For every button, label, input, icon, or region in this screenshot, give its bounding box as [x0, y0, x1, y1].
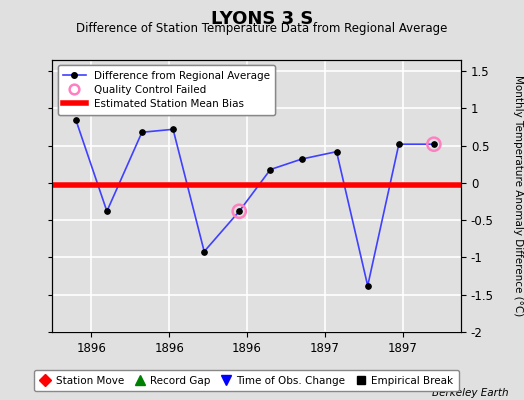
Text: Berkeley Earth: Berkeley Earth	[432, 388, 508, 398]
Point	[235, 208, 244, 214]
Y-axis label: Monthly Temperature Anomaly Difference (°C): Monthly Temperature Anomaly Difference (…	[514, 75, 523, 317]
Text: LYONS 3 S: LYONS 3 S	[211, 10, 313, 28]
Text: Difference of Station Temperature Data from Regional Average: Difference of Station Temperature Data f…	[77, 22, 447, 35]
Point	[430, 141, 438, 148]
Legend: Station Move, Record Gap, Time of Obs. Change, Empirical Break: Station Move, Record Gap, Time of Obs. C…	[34, 370, 459, 391]
Legend: Difference from Regional Average, Quality Control Failed, Estimated Station Mean: Difference from Regional Average, Qualit…	[58, 65, 275, 115]
